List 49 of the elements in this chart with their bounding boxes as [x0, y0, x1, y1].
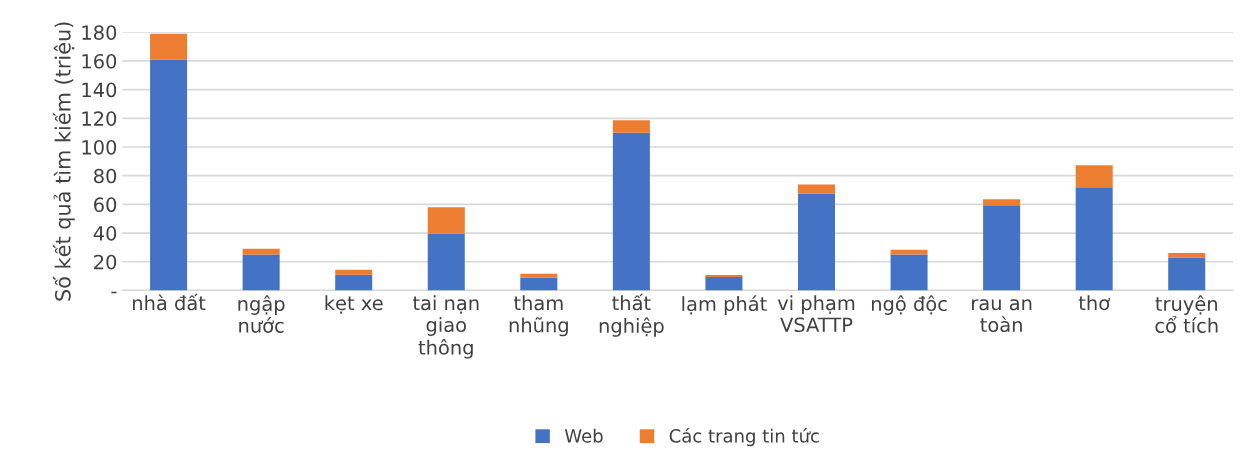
bar: [427, 233, 465, 291]
bar: [612, 132, 650, 291]
bar: [890, 254, 928, 291]
y-tick-label: -: [111, 291, 117, 294]
bar: [1075, 187, 1113, 291]
bar: [612, 120, 650, 133]
x-tick-label: thơ: [1078, 295, 1110, 311]
bar: [1168, 253, 1206, 258]
bar: [335, 274, 373, 291]
x-tick-label: rau an toàn: [972, 299, 1032, 333]
bar: [150, 59, 188, 291]
x-tick-label: truyện cổ tích: [1155, 295, 1218, 333]
y-tick-label: 60: [94, 197, 117, 213]
y-tick-label: 40: [93, 226, 117, 241]
bar: [150, 33, 188, 60]
bar: [983, 205, 1021, 291]
bar: [1168, 257, 1206, 291]
bar: [705, 274, 743, 277]
y-tick-label: 20: [94, 254, 117, 270]
legend-label: Các trang tin tức: [669, 428, 819, 447]
x-tick-label: tai nạn giao thông: [412, 295, 479, 359]
x-tick-label: kẹt xe: [325, 295, 383, 314]
y-tick-label: 140: [82, 82, 117, 98]
bar: [797, 193, 836, 291]
x-tick-label: ngộ độc: [871, 295, 947, 315]
bar: [705, 276, 743, 291]
y-tick-label: 160: [82, 53, 117, 69]
x-tick-label: thất nghiệp: [599, 293, 664, 337]
y-tick-label: 180: [82, 25, 117, 40]
bar: [427, 207, 465, 234]
bar: [890, 249, 928, 255]
y-axis-title: Số kết quả tìm kiếm (triệu): [52, 22, 75, 301]
y-tick-label: 120: [82, 111, 117, 126]
legend-label: Web: [564, 428, 603, 443]
y-tick-label: 80: [94, 168, 117, 184]
x-tick-label: nhà đất: [133, 293, 206, 311]
bar: [335, 269, 373, 275]
bar: [242, 254, 280, 291]
x-tick-label: vi phạm VSATTP: [777, 295, 855, 333]
bar: [520, 273, 558, 278]
bar: [242, 248, 280, 255]
bar: [1075, 165, 1113, 188]
x-tick-label: lạm phát: [682, 295, 767, 315]
x-tick-label: tham nhũng: [509, 295, 568, 337]
x-tick-label: ngập nước: [238, 295, 285, 333]
bar: [520, 277, 558, 291]
bar: [797, 184, 836, 194]
bar: [983, 199, 1021, 206]
y-tick-label: 100: [82, 139, 117, 155]
